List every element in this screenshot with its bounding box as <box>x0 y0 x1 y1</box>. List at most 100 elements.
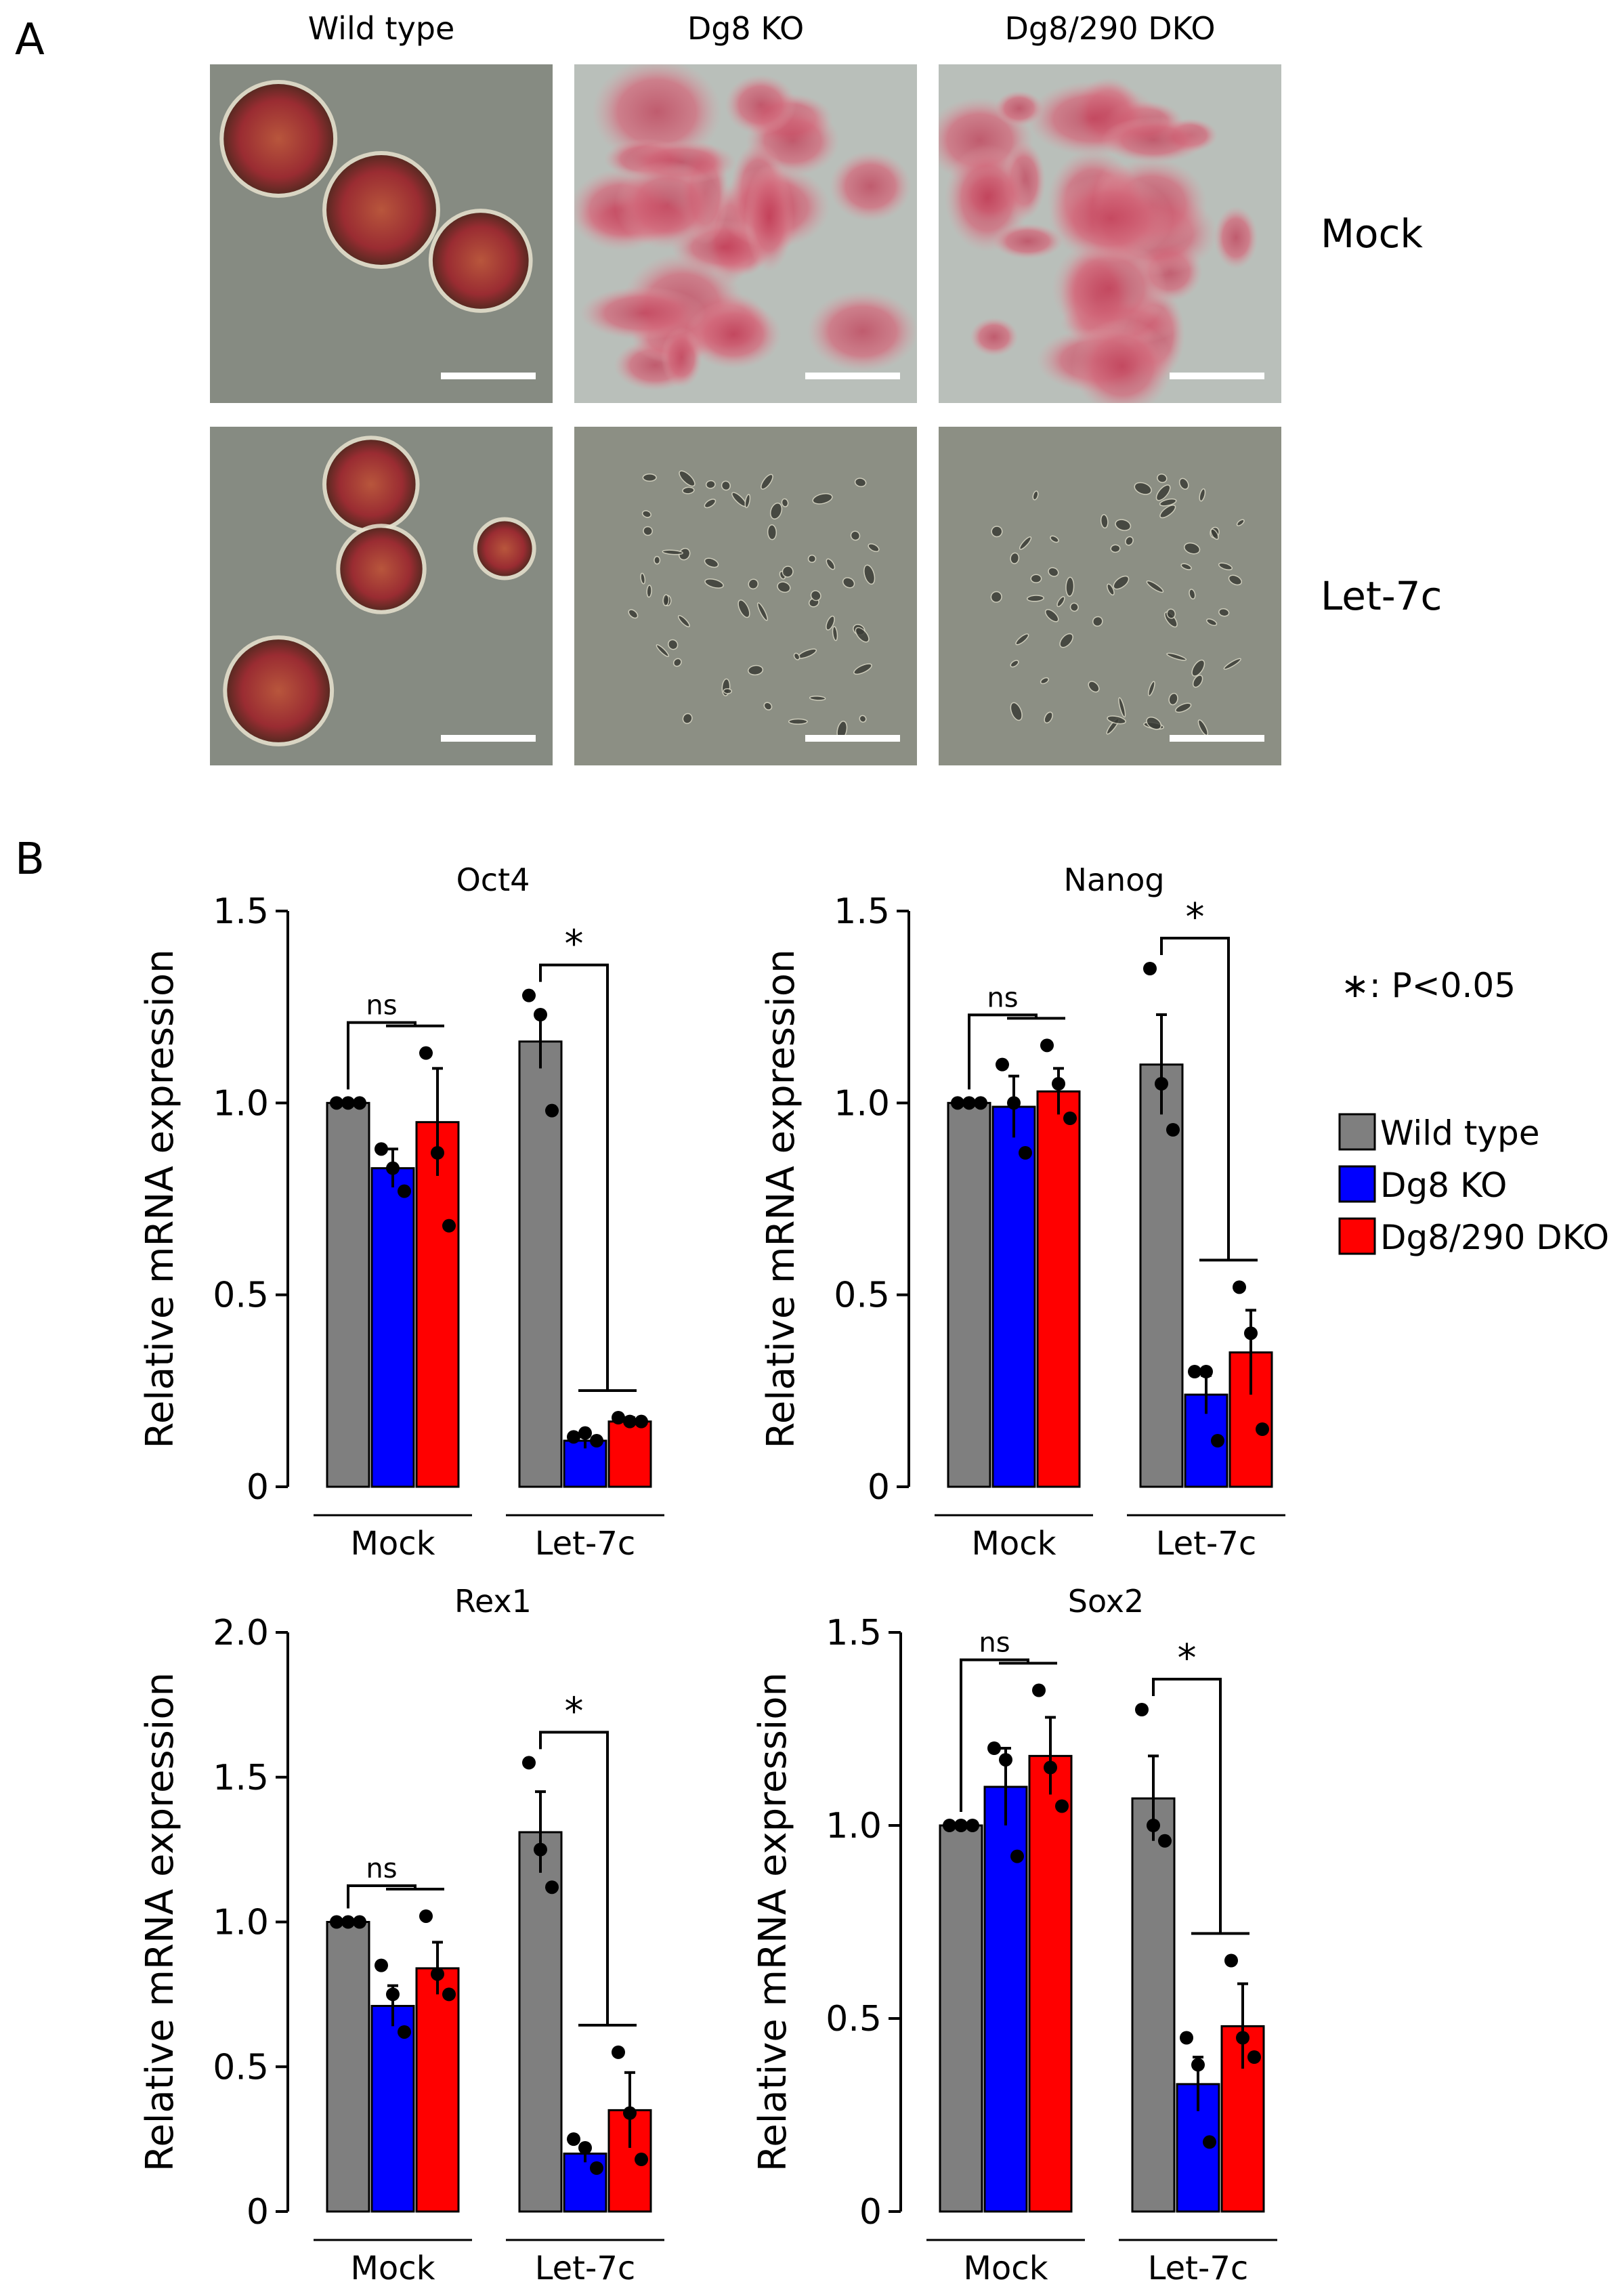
differentiated-cell <box>704 499 717 509</box>
bar-wild-type-mock <box>326 1921 370 2213</box>
colony <box>326 440 416 529</box>
data-point <box>578 1426 592 1440</box>
panel-b-letter: B <box>15 834 45 885</box>
data-point <box>635 2153 648 2167</box>
group-label-mock: Mock <box>351 2249 435 2284</box>
differentiated-cell <box>1159 505 1176 519</box>
bar-dg8-290-dko-mock <box>1036 1090 1081 1488</box>
differentiated-cell <box>1218 562 1233 571</box>
group-label-let-7c: Let-7c <box>1156 1525 1257 1563</box>
differentiated-cell <box>1032 490 1039 501</box>
group-label-let-7c: Let-7c <box>535 2249 636 2284</box>
data-point <box>612 2045 625 2059</box>
y-axis-label: Relative mRNA expression <box>759 949 803 1448</box>
differentiated-cell <box>1056 596 1065 608</box>
data-point <box>1199 1365 1213 1378</box>
differentiated-cell <box>1159 498 1177 507</box>
comparison-line <box>539 1731 609 2025</box>
data-point <box>419 1909 433 1923</box>
y-tick-label: 0.5 <box>213 1275 269 1316</box>
differentiated-cell <box>1050 535 1059 543</box>
differentiated-cell <box>1192 675 1203 688</box>
y-tick-label: 0.5 <box>826 1999 882 2039</box>
data-point <box>375 1958 388 1972</box>
data-point <box>375 1142 388 1156</box>
differentiated-cell <box>1125 536 1134 546</box>
differentiated-cell <box>1175 702 1192 713</box>
scale-bar <box>805 735 900 742</box>
data-point <box>1191 2058 1205 2072</box>
data-point <box>522 1756 536 1770</box>
stained-cluster <box>685 300 782 369</box>
differentiated-cell <box>748 664 764 676</box>
differentiated-cell <box>1236 519 1245 526</box>
data-point <box>398 2025 411 2039</box>
differentiated-cell <box>769 502 783 520</box>
panel-a-letter: A <box>15 15 45 65</box>
differentiated-cell <box>763 702 773 711</box>
differentiated-cell <box>642 473 657 482</box>
chart-title: Nanog <box>1063 862 1164 898</box>
data-point <box>951 1096 964 1110</box>
panel-b-charts: 0 0.5 1.0 1.5 Oct4 Relative mRNA expression Mo… <box>138 862 1285 2284</box>
differentiated-cell <box>1191 659 1205 677</box>
comparison-line <box>347 1884 416 1909</box>
differentiated-cell <box>682 486 695 494</box>
stained-cluster <box>992 223 1063 259</box>
differentiated-cell <box>1030 574 1042 583</box>
differentiated-cell <box>1100 514 1109 529</box>
differentiated-cell <box>859 715 867 723</box>
data-point <box>623 1414 637 1429</box>
differentiated-cell <box>1015 633 1029 646</box>
stained-cluster <box>807 290 917 373</box>
differentiated-cell <box>738 599 750 618</box>
differentiated-cell <box>1146 580 1164 593</box>
differentiated-cell <box>1148 681 1155 696</box>
differentiated-cell <box>757 602 768 621</box>
data-point <box>954 1819 968 1832</box>
differentiated-cell <box>1228 574 1243 586</box>
row-label-mock: Mock <box>1321 211 1423 257</box>
differentiated-cell <box>1044 609 1059 622</box>
differentiated-cell <box>1026 595 1044 602</box>
column-title-dg8-290-dko: Dg8/290 DKO <box>1004 10 1215 47</box>
data-point <box>974 1096 987 1110</box>
differentiated-cell <box>777 581 791 593</box>
column-title-dg8-ko: Dg8 KO <box>687 10 804 47</box>
colony <box>477 521 532 576</box>
data-point <box>442 1987 456 2002</box>
stained-cluster <box>970 317 1019 357</box>
differentiated-cell <box>832 626 838 641</box>
differentiated-cell <box>682 713 693 724</box>
data-point <box>545 1880 559 1895</box>
data-point <box>353 1915 366 1929</box>
scale-bar <box>805 373 900 379</box>
scale-bar <box>1170 735 1264 742</box>
differentiated-cell <box>991 526 1003 538</box>
differentiated-cell <box>767 524 777 541</box>
differentiated-cell <box>1069 602 1079 612</box>
data-point <box>534 1842 547 1857</box>
data-point <box>341 1096 355 1110</box>
data-point <box>1063 1112 1077 1125</box>
differentiated-cell <box>788 718 808 725</box>
data-point <box>1010 1849 1024 1863</box>
comparison-line <box>347 1021 416 1090</box>
y-tick-label: 0.5 <box>213 2047 269 2088</box>
significance-label: * <box>1186 895 1205 939</box>
differentiated-cell <box>1088 681 1100 693</box>
data-point <box>1244 1326 1258 1340</box>
y-tick-label: 1.5 <box>213 1758 269 1798</box>
y-axis-label: Relative mRNA expression <box>751 1672 795 2172</box>
data-point <box>1236 2031 1249 2045</box>
stained-cluster <box>1048 174 1173 263</box>
differentiated-cell <box>1107 583 1115 596</box>
differentiated-cell <box>1010 702 1023 721</box>
group-label-mock: Mock <box>972 1525 1056 1563</box>
differentiated-cell <box>1180 563 1192 570</box>
y-axis-label: Relative mRNA expression <box>138 1672 182 2172</box>
y-tick-label: 0.5 <box>834 1275 890 1316</box>
data-point <box>590 2161 603 2175</box>
legend-label-dg8-ko: Dg8 KO <box>1380 1166 1507 1205</box>
differentiated-cell <box>641 510 651 518</box>
